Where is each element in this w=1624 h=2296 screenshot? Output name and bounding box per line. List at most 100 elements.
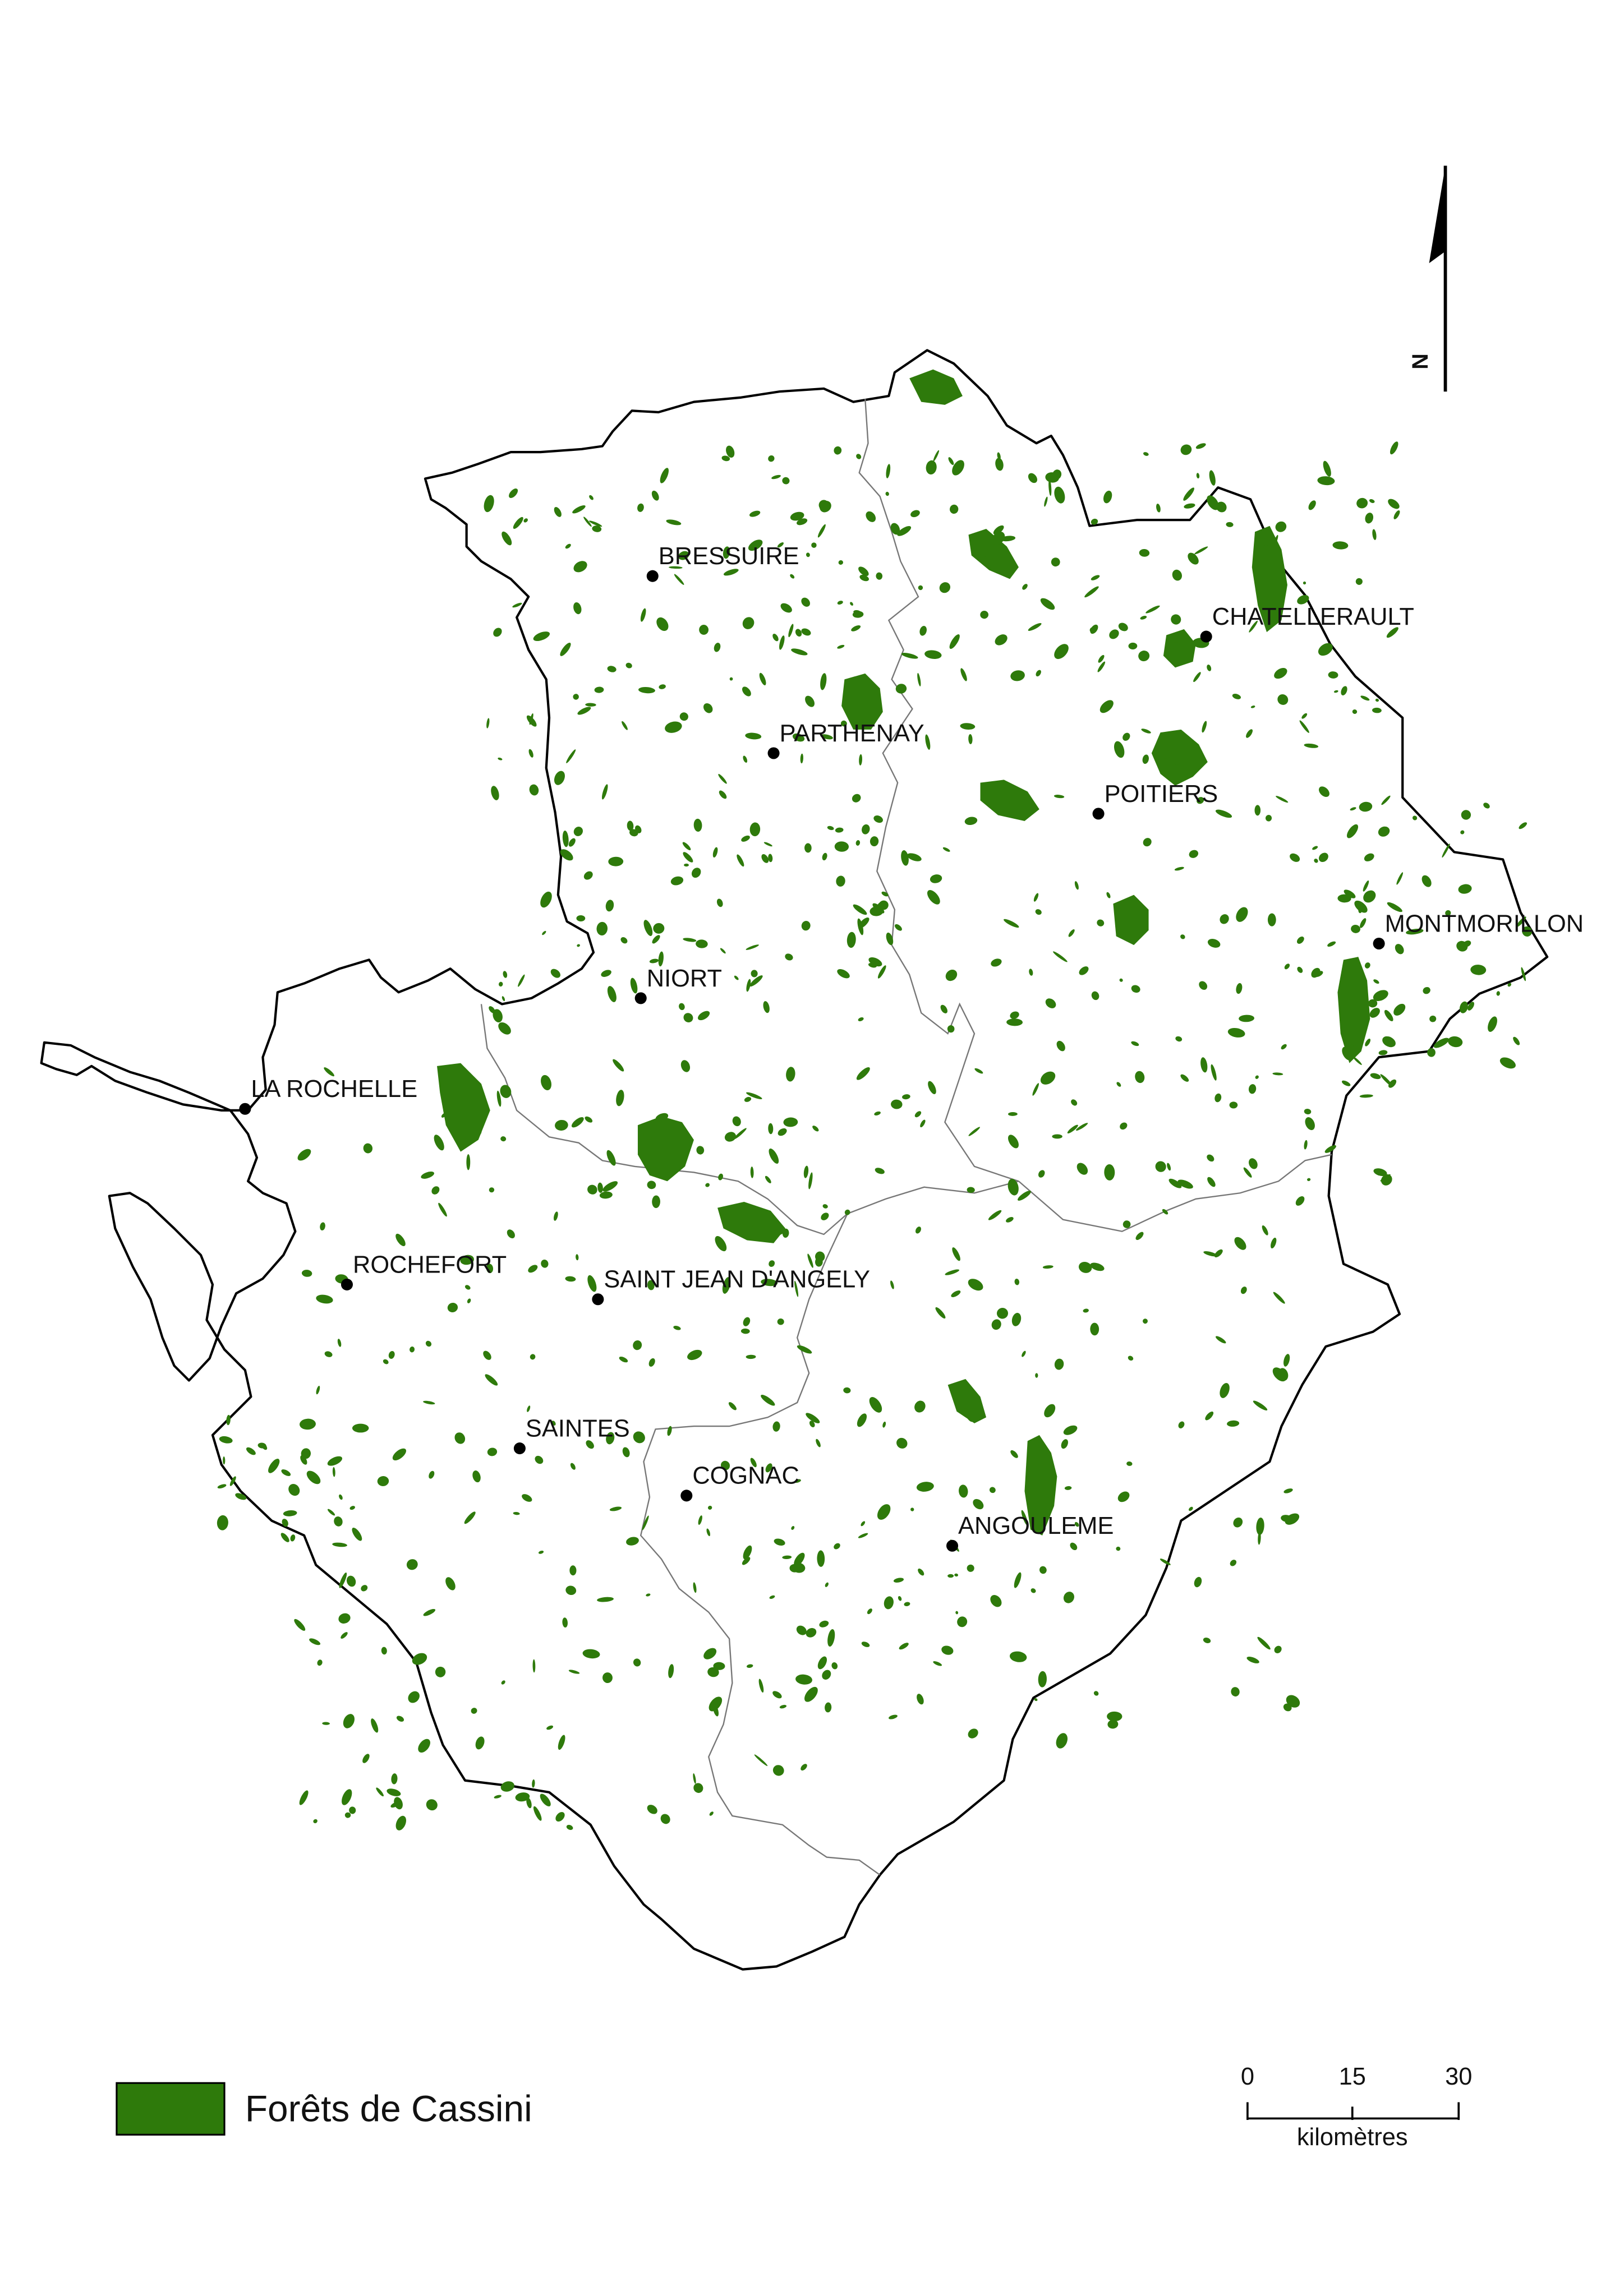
forest-patch	[991, 1319, 1001, 1330]
forest-patch	[1248, 1084, 1257, 1094]
forest-patch	[1458, 884, 1472, 894]
forest-patch	[597, 1597, 614, 1602]
forest-patch	[1196, 473, 1200, 479]
forest-patch	[1297, 966, 1303, 973]
forest-patch	[412, 1653, 427, 1665]
forest-patch	[940, 1004, 947, 1013]
forest-patch	[723, 569, 739, 576]
forest-patch	[1337, 894, 1351, 903]
forest-patch	[768, 854, 773, 863]
forest-patch	[585, 703, 596, 707]
forest-patch	[742, 617, 755, 629]
forest-patch	[1372, 707, 1382, 713]
forest-patch	[1324, 1145, 1336, 1153]
forest-patch	[1188, 552, 1199, 565]
forest-patch	[952, 460, 964, 476]
forest-patch	[633, 1340, 642, 1350]
forest-patch	[834, 1543, 840, 1550]
forest-patch	[1074, 881, 1079, 890]
city-label-angouleme: ANGOULEME	[958, 1513, 1114, 1539]
forest-patch	[964, 817, 978, 826]
forest-patch	[1273, 1292, 1285, 1304]
north-arrow-label: N	[1408, 353, 1433, 370]
forest-patch	[1342, 1080, 1351, 1086]
forest-patch	[1172, 569, 1182, 581]
forest-patch	[633, 1431, 645, 1444]
forest-patch	[300, 1418, 316, 1430]
forest-patch	[1205, 1411, 1214, 1421]
city-bressuire: BRESSUIRE	[646, 543, 799, 582]
forest-patch	[1009, 1651, 1027, 1662]
forest-patch	[529, 713, 533, 725]
forest-patch	[1128, 1356, 1134, 1361]
forest-patch	[528, 749, 533, 758]
forest-patch	[1175, 1036, 1183, 1042]
city-saint-jean-dangely: SAINT JEAN D'ANGELY	[592, 1266, 870, 1306]
forest-patch	[1488, 1016, 1497, 1032]
forest-patch	[721, 455, 730, 462]
city-label-la-rochelle: LA ROCHELLE	[251, 1076, 417, 1103]
forest-patch-large	[437, 1063, 490, 1152]
forest-patch	[1207, 1177, 1216, 1187]
city-label-parthenay: PARTHENAY	[780, 720, 924, 747]
forest-patch	[1236, 983, 1243, 994]
scale-tick-label: 30	[1445, 2063, 1472, 2090]
forest-patch	[771, 474, 781, 480]
forest-patch	[391, 1773, 398, 1785]
forest-patch	[496, 1090, 502, 1107]
forest-patch	[592, 525, 602, 532]
forest-patch	[840, 720, 847, 727]
forest-patch	[868, 957, 882, 967]
forest-patch	[964, 1408, 973, 1422]
forest-patch	[742, 686, 751, 697]
forest-patch	[991, 958, 1002, 967]
forest-patch	[1229, 1101, 1238, 1109]
forest-patch	[902, 1094, 910, 1100]
forest-patch	[1006, 1217, 1014, 1223]
forest-patch	[1207, 664, 1212, 671]
forest-patch	[217, 1515, 228, 1530]
forest-patch	[715, 1235, 727, 1252]
forest-patch	[898, 1596, 902, 1601]
forest-patch	[280, 1533, 289, 1542]
forest-patch	[772, 1421, 780, 1432]
forest-patch	[951, 1290, 961, 1298]
forest-patch	[1299, 720, 1309, 733]
forest-patch	[877, 965, 886, 979]
forest-patch	[540, 891, 552, 908]
forest-patch	[1180, 444, 1192, 455]
forest-patch	[515, 1792, 530, 1802]
forest-patch	[327, 1509, 335, 1516]
forest-patch	[703, 1648, 717, 1659]
forest-patch	[1028, 623, 1042, 631]
forest-patch	[1053, 951, 1068, 962]
forest-patch	[918, 1568, 924, 1576]
forest-patch	[327, 1456, 343, 1466]
forest-patch	[691, 868, 701, 878]
forest-patch	[577, 707, 591, 715]
forest-patch	[1042, 1265, 1053, 1269]
forest-patch	[807, 1253, 813, 1268]
forest-patch	[339, 1494, 343, 1500]
forest-patch	[1040, 1071, 1056, 1085]
forest-patch	[589, 520, 602, 527]
forest-patch	[1360, 695, 1370, 701]
forest-patch	[1054, 1358, 1064, 1370]
forest-patch	[1011, 1312, 1022, 1326]
forest-patch	[750, 1458, 757, 1468]
forest-patch	[790, 574, 795, 579]
forest-patch	[1211, 1064, 1217, 1081]
forest-patch	[995, 634, 1007, 646]
forest-patch	[861, 1642, 870, 1647]
forest-patch	[1318, 643, 1333, 656]
forest-patch	[1091, 991, 1099, 1001]
forest-patch	[1304, 1108, 1312, 1115]
forest-patch	[660, 1814, 670, 1824]
forest-patch	[1116, 1082, 1121, 1087]
forest-patch	[835, 827, 844, 833]
forest-patch	[1034, 1698, 1038, 1702]
forest-patch	[1342, 1046, 1352, 1061]
forest-patch	[1236, 907, 1248, 922]
forest-patch	[502, 531, 512, 546]
forest-patch	[466, 1154, 471, 1170]
